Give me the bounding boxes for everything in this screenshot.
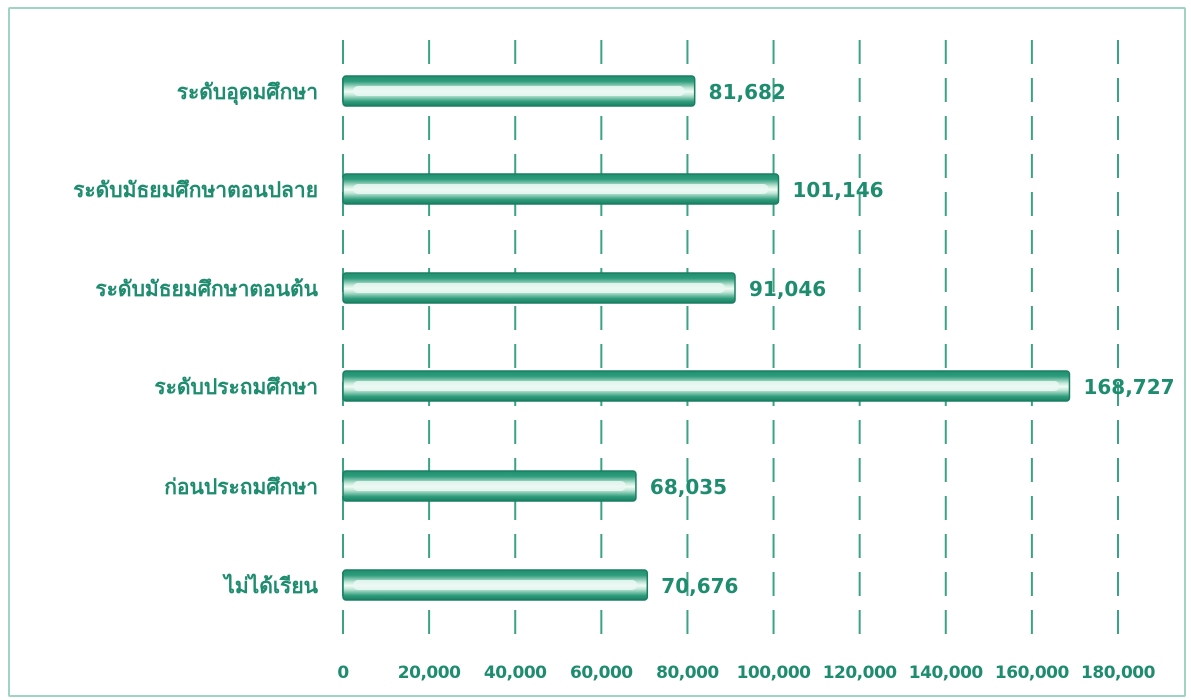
bar-highlight — [353, 86, 685, 96]
x-tick-label: 140,000 — [909, 663, 984, 683]
value-label: 168,727 — [1083, 375, 1174, 399]
x-tick-label: 180,000 — [1081, 663, 1156, 683]
x-tick-label: 160,000 — [995, 663, 1070, 683]
x-tick-label: 20,000 — [398, 663, 461, 683]
bar-highlight — [353, 481, 626, 491]
bar-highlight — [353, 184, 769, 194]
x-tick-label: 0 — [337, 663, 349, 683]
category-label: ระดับมัธยมศึกษาตอนปลาย — [73, 178, 318, 202]
category-labels: ระดับอุดมศึกษาระดับมัธยมศึกษาตอนปลายระดั… — [73, 80, 319, 598]
x-tick-label: 60,000 — [570, 663, 633, 683]
category-label: ระดับประถมศึกษา — [154, 375, 318, 399]
value-label: 68,035 — [650, 475, 727, 499]
category-label: ระดับอุดมศึกษา — [177, 80, 318, 106]
value-label: 101,146 — [792, 178, 883, 202]
bar-highlight — [353, 580, 638, 590]
category-label: ไม่ได้เรียน — [222, 573, 318, 598]
bars — [342, 75, 1071, 601]
x-tick-label: 40,000 — [484, 663, 547, 683]
category-label: ระดับมัธยมศึกษาตอนต้น — [95, 277, 318, 301]
bar-highlight — [353, 283, 726, 293]
bar-highlight — [353, 381, 1060, 391]
x-tick-labels: 0 20,000 40,000 60,000 80,000 100,000 120,000 1… — [337, 663, 1156, 683]
x-tick-label: 120,000 — [823, 663, 898, 683]
value-label: 81,682 — [709, 80, 786, 104]
value-label: 70,676 — [661, 574, 738, 598]
x-tick-label: 100,000 — [737, 663, 812, 683]
category-label: ก่อนประถมศึกษา — [164, 475, 318, 499]
value-labels: 81,682 101,146 91,046 168,727 68,035 70,676 — [650, 80, 1175, 598]
x-tick-label: 80,000 — [656, 663, 719, 683]
gridlines — [342, 40, 1119, 638]
value-label: 91,046 — [749, 277, 826, 301]
